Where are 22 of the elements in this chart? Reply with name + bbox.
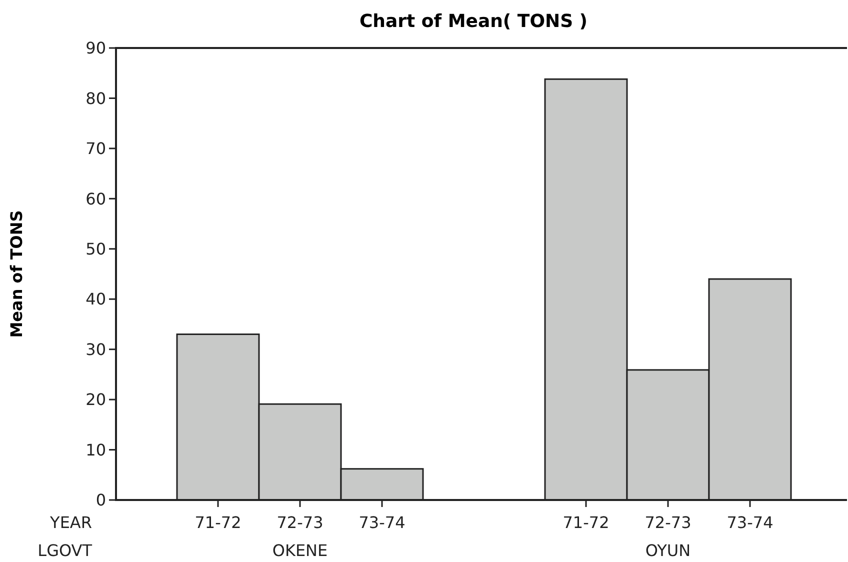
x-tick-label: 72-73 — [276, 513, 324, 532]
x-tick-label: 73-74 — [358, 513, 406, 532]
y-tick-label: 0 — [96, 490, 106, 510]
x-tick-label: 71-72 — [194, 513, 242, 532]
x-tick-label: 73-74 — [726, 513, 774, 532]
text: YEAR — [49, 513, 92, 532]
text: OKENE — [272, 541, 328, 560]
chart-title: Chart of Mean( TONS ) — [359, 11, 588, 32]
y-tick-label: 60 — [86, 189, 106, 208]
x-tick-label: 72-73 — [644, 513, 692, 532]
y-tick-label: 20 — [86, 390, 106, 410]
y-tick-label: 70 — [86, 139, 106, 158]
x-tick-label: 71-72 — [562, 513, 610, 532]
y-tick-label: 30 — [86, 340, 106, 359]
text: OYUN — [645, 541, 691, 560]
y-axis-title: Mean of TONS — [7, 210, 26, 338]
y-tick-label: 40 — [86, 290, 106, 309]
y-tick-label: 80 — [86, 88, 106, 108]
y-tick-label: 50 — [86, 239, 106, 258]
y-tick-label: 90 — [86, 38, 106, 58]
y-tick-label: 10 — [86, 440, 106, 460]
text: LGOVT — [38, 541, 92, 560]
